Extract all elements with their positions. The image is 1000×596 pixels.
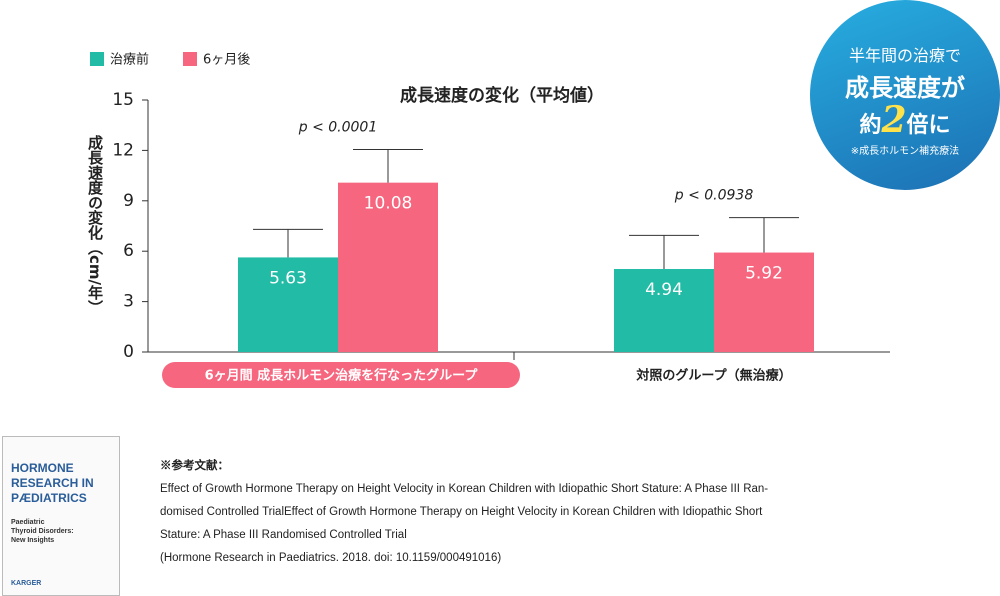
- cover-topic: Paediatric Thyroid Disorders: New Insigh…: [11, 518, 119, 545]
- legend-swatch: [90, 52, 104, 66]
- y-tick-label: 6: [123, 241, 134, 261]
- y-tick-label: 15: [112, 90, 134, 110]
- badge-text: 約: [859, 112, 882, 138]
- bar: [238, 257, 338, 352]
- reference-line: Stature: A Phase III Randomised Controll…: [160, 529, 407, 541]
- badge-number: 2: [881, 99, 907, 141]
- legend-swatch: [183, 52, 197, 66]
- x-tick-label: 6ヶ月間 成長ホルモン治療を行なったグループ: [205, 368, 479, 384]
- reference-heading: ※参考文献：: [160, 460, 229, 472]
- y-tick-label: 12: [112, 140, 134, 160]
- value-label: 5.92: [745, 264, 783, 284]
- cover-publisher: KARGER: [11, 580, 42, 587]
- reference: ※参考文献： Effect of Growth Hormone Therapy …: [160, 455, 768, 570]
- badge-note: ※成長ホルモン補充療法: [850, 146, 960, 157]
- cover-topic-line: Paediatric: [11, 519, 45, 526]
- reference-line: Effect of Growth Hormone Therapy on Heig…: [160, 483, 769, 495]
- cover-title: HORMONE RESEARCH IN PÆDIATRICS: [11, 461, 119, 506]
- bar: [338, 182, 438, 352]
- cover-topic-line: Thyroid Disorders:: [11, 528, 74, 535]
- bar: [614, 269, 714, 352]
- cover-title-line: RESEARCH IN: [11, 476, 94, 490]
- annotation: p < 0.0001: [298, 120, 378, 136]
- y-axis-label: 成長速度の変化（cm/年）: [86, 134, 104, 315]
- cover-title-line: HORMONE: [11, 461, 74, 475]
- value-label: 10.08: [364, 194, 413, 214]
- badge: 半年間の治療で 成長速度が 約2倍に ※成長ホルモン補充療法: [810, 0, 1000, 190]
- bar: [714, 252, 814, 352]
- y-tick-label: 3: [123, 292, 134, 312]
- y-tick-label: 9: [123, 191, 134, 211]
- journal-cover: HORMONE RESEARCH IN PÆDIATRICS Paediatri…: [2, 436, 120, 596]
- chart-title: 成長速度の変化（平均値）: [400, 85, 604, 106]
- legend-label: 6ヶ月後: [203, 53, 250, 68]
- cover-title-line: PÆDIATRICS: [11, 491, 87, 505]
- category-pill: [162, 362, 520, 388]
- badge-line: 約2倍に: [810, 102, 1000, 142]
- legend-label: 治療前: [110, 52, 149, 68]
- reference-line: (Hormone Research in Paediatrics. 2018. …: [160, 552, 502, 564]
- x-tick-label: 対照のグループ（無治療）: [635, 368, 791, 384]
- y-tick-label: 0: [123, 342, 134, 362]
- reference-line: domised Controlled TrialEffect of Growth…: [160, 506, 763, 518]
- badge-line: 成長速度が: [845, 73, 965, 102]
- chart: 成長速度の変化（平均値） 成長速度の変化（cm/年） 0 3 6 9 12 15 治療前 6ヶ…: [86, 52, 890, 388]
- cover-topic-line: New Insights: [11, 537, 55, 544]
- badge-text: 倍に: [906, 112, 951, 138]
- value-label: 4.94: [645, 280, 683, 300]
- annotation: p < 0.0938: [674, 188, 754, 204]
- value-label: 5.63: [269, 268, 307, 288]
- badge-line: 半年間の治療で: [848, 46, 961, 65]
